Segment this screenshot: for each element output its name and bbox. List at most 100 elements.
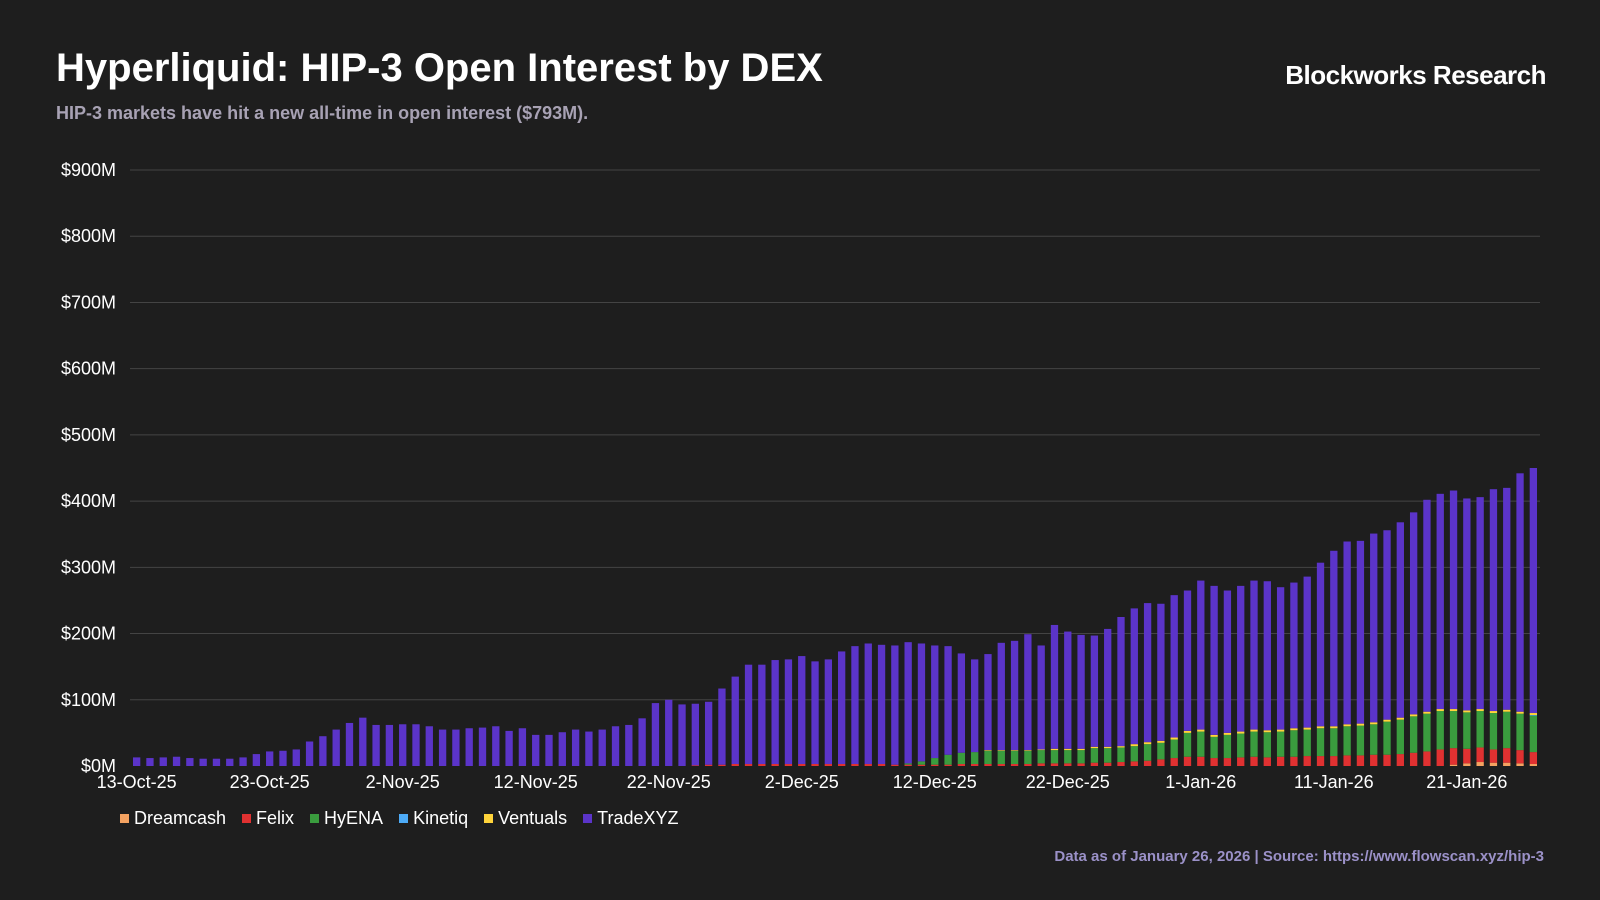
bar-segment-ventuals bbox=[1024, 750, 1032, 751]
bar-segment-felix bbox=[1077, 763, 1085, 766]
bar-segment-tradexyz bbox=[332, 729, 340, 766]
bar-segment-tradexyz bbox=[1409, 512, 1418, 715]
bar-segment-tradexyz bbox=[452, 729, 460, 766]
y-tick-label: $800M bbox=[61, 226, 116, 246]
bar-segment-tradexyz bbox=[731, 676, 739, 765]
bar-segment-tradexyz bbox=[1516, 473, 1524, 712]
y-tick-label: $500M bbox=[61, 425, 116, 445]
bar-segment-felix bbox=[691, 765, 699, 766]
bar-segment-tradexyz bbox=[744, 664, 753, 765]
bar-segment-hyena bbox=[1064, 750, 1072, 764]
bar-segment-hyena bbox=[1237, 733, 1245, 758]
bar-segment-felix bbox=[1436, 749, 1444, 766]
bar-segment-tradexyz bbox=[1290, 582, 1298, 729]
bar-segment-hyena bbox=[1489, 713, 1498, 750]
bar-segment-tradexyz bbox=[292, 749, 300, 766]
bar-segment-ventuals bbox=[1449, 709, 1458, 712]
bar-segment-tradexyz bbox=[385, 724, 394, 766]
bar-segment-felix bbox=[1396, 754, 1404, 766]
bar-segment-tradexyz bbox=[372, 724, 380, 766]
x-tick-label: 2-Dec-25 bbox=[765, 772, 839, 792]
bar-segment-felix bbox=[1037, 763, 1045, 766]
bar-segment-hyena bbox=[1090, 748, 1099, 763]
bar-segment-hyena bbox=[1449, 711, 1458, 749]
bar-segment-tradexyz bbox=[917, 643, 926, 762]
bar-segment-felix bbox=[1383, 754, 1391, 766]
bar-segment-hyena bbox=[1316, 728, 1325, 757]
bar-segment-hyena bbox=[1117, 747, 1125, 763]
bar-segment-hyena bbox=[984, 750, 992, 765]
bar-segment-tradexyz bbox=[585, 731, 593, 766]
bar-segment-tradexyz bbox=[1064, 631, 1072, 749]
bar-segment-tradexyz bbox=[319, 736, 327, 766]
bar-segment-felix bbox=[891, 764, 899, 766]
bar-segment-hyena bbox=[1010, 750, 1019, 765]
bar-segment-hyena bbox=[1263, 732, 1271, 758]
y-tick-label: $900M bbox=[61, 160, 116, 180]
bar-segment-tradexyz bbox=[1050, 624, 1059, 749]
y-tick-label: $400M bbox=[61, 491, 116, 511]
bar-segment-tradexyz bbox=[1489, 489, 1498, 712]
bar-segment-tradexyz bbox=[558, 732, 566, 766]
bar-segment-felix bbox=[1449, 748, 1458, 765]
bar-segment-tradexyz bbox=[505, 730, 513, 766]
bar-segment-hyena bbox=[1463, 712, 1471, 749]
bar-segment-hyena bbox=[1276, 731, 1285, 757]
y-tick-label: $100M bbox=[61, 690, 116, 710]
bar-segment-tradexyz bbox=[199, 758, 207, 766]
bar-segment-tradexyz bbox=[798, 656, 806, 765]
bar-segment-ventuals bbox=[1330, 726, 1338, 729]
y-tick-label: $300M bbox=[61, 557, 116, 577]
bar-segment-hyena bbox=[1396, 719, 1404, 755]
bar-segment-tradexyz bbox=[1503, 487, 1511, 710]
bar-segment-felix bbox=[1050, 763, 1059, 766]
bar-segment-hyena bbox=[1436, 711, 1444, 750]
bar-segment-tradexyz bbox=[1529, 468, 1538, 714]
bar-segment-felix bbox=[1529, 752, 1538, 765]
bar-segment-ventuals bbox=[1343, 724, 1351, 727]
bar-segment-felix bbox=[1356, 755, 1365, 766]
bar-segment-felix bbox=[1130, 761, 1138, 766]
bar-segment-ventuals bbox=[1529, 713, 1538, 716]
bar-segment-tradexyz bbox=[1143, 603, 1152, 743]
bar-segment-felix bbox=[1516, 750, 1524, 764]
y-tick-label: $200M bbox=[61, 624, 116, 644]
bar-segment-tradexyz bbox=[1370, 533, 1378, 723]
bar-segment-ventuals bbox=[1197, 729, 1205, 732]
bar-segment-felix bbox=[851, 764, 859, 766]
bar-segment-tradexyz bbox=[1250, 580, 1258, 730]
bar-segment-hyena bbox=[1343, 726, 1351, 756]
bar-segment-felix bbox=[1157, 759, 1165, 766]
bar-segment-ventuals bbox=[1396, 717, 1404, 720]
x-tick-label: 23-Oct-25 bbox=[230, 772, 310, 792]
legend-swatch bbox=[484, 814, 494, 823]
bar-segment-ventuals bbox=[1503, 709, 1511, 712]
bar-segment-felix bbox=[877, 764, 886, 766]
bar-segment-ventuals bbox=[1050, 748, 1059, 751]
bar-segment-felix bbox=[1010, 764, 1019, 766]
bar-segment-hyena bbox=[1024, 750, 1032, 765]
bar-segment-hyena bbox=[1476, 711, 1484, 748]
bar-segment-felix bbox=[1343, 755, 1351, 766]
bar-segment-tradexyz bbox=[252, 754, 261, 766]
bar-segment-tradexyz bbox=[1423, 499, 1431, 712]
bar-segment-ventuals bbox=[1423, 711, 1431, 714]
bar-segment-ventuals bbox=[1077, 748, 1085, 751]
legend-item-tradexyz: TradeXYZ bbox=[583, 808, 679, 829]
bar-segment-hyena bbox=[1516, 713, 1524, 751]
bar-segment-tradexyz bbox=[279, 750, 287, 766]
bar-segment-felix bbox=[758, 764, 766, 766]
bar-segment-felix bbox=[944, 764, 952, 766]
x-tick-label: 21-Jan-26 bbox=[1426, 772, 1507, 792]
legend-item-ventuals: Ventuals bbox=[484, 808, 567, 829]
bar-segment-felix bbox=[1143, 760, 1152, 766]
bar-segment-tradexyz bbox=[718, 688, 726, 765]
bar-segment-ventuals bbox=[1250, 729, 1258, 732]
bar-segment-felix bbox=[1104, 762, 1112, 766]
bar-segment-tradexyz bbox=[305, 741, 314, 766]
bar-segment-tradexyz bbox=[704, 701, 713, 765]
bar-segment-tradexyz bbox=[172, 756, 181, 766]
bar-segment-felix bbox=[971, 764, 979, 766]
bar-segment-tradexyz bbox=[1303, 576, 1311, 728]
y-tick-label: $700M bbox=[61, 292, 116, 312]
